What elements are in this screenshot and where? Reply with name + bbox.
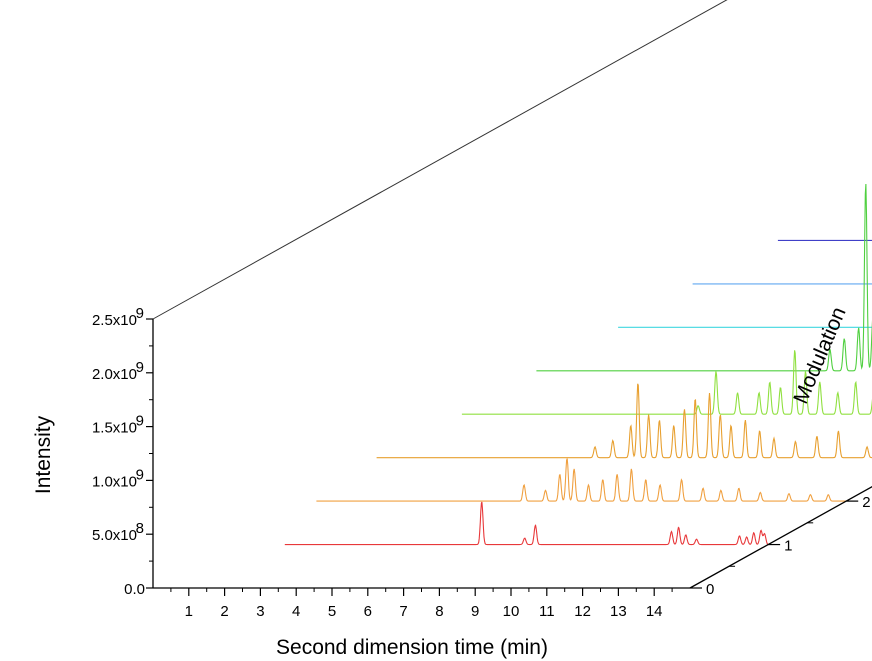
x-tick-label: 1 <box>185 603 193 620</box>
x-tick-label: 11 <box>539 603 555 620</box>
y-axis-title: Intensity <box>32 415 55 494</box>
x-tick-label: 12 <box>574 603 591 620</box>
z-axis-title: Modulation <box>789 304 850 408</box>
series-trace-4 <box>461 350 872 415</box>
series-trace-8 <box>777 239 872 241</box>
box-frame <box>152 0 728 320</box>
x-tick-label: 8 <box>435 603 443 620</box>
x-tick-label: 3 <box>256 603 264 620</box>
series-layer <box>284 183 872 546</box>
frame-edge <box>152 0 728 320</box>
x-tick-label: 6 <box>364 603 372 620</box>
series-trace-7 <box>692 283 872 285</box>
z-tick-label: 1 <box>784 538 792 555</box>
y-tick-exponent: 9 <box>136 413 144 430</box>
y-tick-label: 1.0x10 <box>92 473 137 490</box>
x-tick-label: 4 <box>292 603 300 620</box>
x-tick-label: 13 <box>610 603 627 620</box>
y-tick-exponent: 8 <box>136 520 144 537</box>
y-tick-exponent: 9 <box>136 466 144 483</box>
y-tick-label: 1.5x10 <box>92 420 137 437</box>
series-trace-2 <box>316 458 847 502</box>
x-tick-label: 14 <box>646 603 663 620</box>
y-tick-label: 0.0 <box>124 581 145 598</box>
series-trace-6 <box>618 326 872 328</box>
y-tick-exponent: 9 <box>136 359 144 376</box>
z-tick-label: 0 <box>706 581 714 598</box>
series-trace-3 <box>376 383 872 459</box>
x-tick-label: 10 <box>503 603 520 620</box>
x-tick-label: 5 <box>328 603 336 620</box>
x-axis-title: Second dimension time (min) <box>276 636 548 659</box>
x-tick-label: 9 <box>471 603 479 620</box>
x-tick-label: 2 <box>220 603 228 620</box>
axes: 1 2 3 4 5 6 7 8 9 10 11 12 13 140.05.0x1081.0x1091.5x… <box>92 305 872 620</box>
series-trace-1 <box>284 501 769 546</box>
series-trace-5 <box>536 183 872 372</box>
z-tick-label: 2 <box>862 494 870 511</box>
x-tick-label: 7 <box>399 603 407 620</box>
y-tick-label: 2.5x10 <box>92 312 137 329</box>
y-tick-label: 5.0x10 <box>92 527 137 544</box>
y-tick-label: 2.0x10 <box>92 366 137 383</box>
y-tick-exponent: 9 <box>136 305 144 322</box>
